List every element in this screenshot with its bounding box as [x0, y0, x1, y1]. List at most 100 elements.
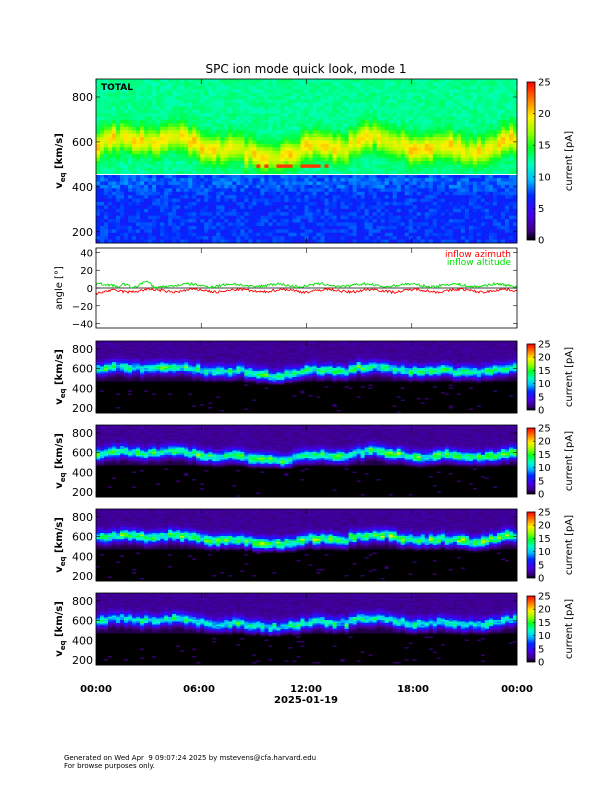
heatmap-cell	[433, 199, 437, 203]
heatmap-cell	[481, 151, 485, 155]
heatmap-cell	[292, 195, 296, 199]
heatmap-cell	[124, 168, 128, 172]
heatmap-cell	[425, 120, 429, 124]
heatmap-cell	[305, 158, 309, 162]
heatmap-cell	[361, 158, 365, 162]
heatmap-cell	[164, 82, 168, 86]
heatmap-cell	[288, 130, 292, 134]
heatmap-cell	[425, 110, 429, 114]
heatmap-cell	[333, 209, 337, 213]
heatmap-cell	[497, 141, 501, 145]
heatmap-cell	[264, 134, 268, 138]
heatmap-cell	[425, 226, 429, 230]
heatmap-cell	[292, 199, 296, 203]
heatmap-cell	[393, 130, 397, 134]
heatmap-cell	[349, 199, 353, 203]
heatmap-cell	[377, 86, 381, 90]
heatmap-cell	[288, 188, 292, 192]
heatmap-cell	[453, 82, 457, 86]
heatmap-cell	[401, 134, 405, 138]
heatmap-cell	[417, 137, 421, 141]
heatmap-cell	[152, 117, 156, 121]
heatmap-cell	[329, 141, 333, 145]
heatmap-cell	[244, 236, 248, 240]
heatmap-cell	[501, 164, 505, 168]
heatmap-cell	[100, 93, 104, 97]
heatmap-cell	[108, 219, 112, 223]
heatmap-cell	[184, 199, 188, 203]
heatmap-cell	[357, 82, 361, 86]
heatmap-cell	[377, 195, 381, 199]
heatmap-cell	[172, 113, 176, 117]
heatmap-cell	[144, 209, 148, 213]
heatmap-cell	[313, 103, 317, 107]
heatmap-cell	[309, 205, 313, 209]
heatmap-cell	[461, 199, 465, 203]
heatmap-cell	[325, 141, 329, 145]
heatmap-cell	[477, 93, 481, 97]
heatmap-cell	[256, 158, 260, 162]
heatmap-cell	[188, 219, 192, 223]
heatmap-cell	[156, 188, 160, 192]
heatmap-cell	[381, 236, 385, 240]
heatmap-cell	[361, 147, 365, 151]
heatmap-cell	[292, 137, 296, 141]
heatmap-cell	[192, 236, 196, 240]
heatmap-cell	[333, 117, 337, 121]
heatmap-cell	[505, 236, 509, 240]
heatmap-cell	[164, 127, 168, 131]
heatmap-cell	[477, 188, 481, 192]
heatmap-cell	[509, 164, 513, 168]
heatmap-cell	[184, 216, 188, 220]
heatmap-cell	[108, 205, 112, 209]
heatmap-cell	[421, 192, 425, 196]
heatmap-cell	[208, 161, 212, 165]
heatmap-cell	[417, 185, 421, 189]
heatmap-cell	[309, 141, 313, 145]
heatmap-cell	[264, 192, 268, 196]
heatmap-cell	[317, 137, 321, 141]
heatmap-cell	[264, 229, 268, 233]
heatmap-cell	[232, 209, 236, 213]
heatmap-cell	[284, 178, 288, 182]
heatmap-cell	[305, 141, 309, 145]
heatmap-cell	[144, 103, 148, 107]
heatmap-cell	[176, 103, 180, 107]
heatmap-cell	[256, 154, 260, 158]
heatmap-cell	[224, 130, 228, 134]
heatmap-cell	[341, 113, 345, 117]
heatmap-cell	[305, 178, 309, 182]
heatmap-cell	[168, 117, 172, 121]
heatmap-cell	[361, 202, 365, 206]
heatmap-cell	[104, 212, 108, 216]
heatmap-cell	[112, 236, 116, 240]
heatmap-cell	[329, 117, 333, 121]
heatmap-cell	[116, 134, 120, 138]
heatmap-cell	[445, 209, 449, 213]
heatmap-cell	[381, 205, 385, 209]
heatmap-cell	[389, 89, 393, 93]
heatmap-cell	[116, 141, 120, 145]
heatmap-cell	[260, 175, 264, 179]
heatmap-cell	[172, 82, 176, 86]
heatmap-cell	[132, 158, 136, 162]
heatmap-cell	[437, 178, 441, 182]
heatmap-cell	[393, 192, 397, 196]
heatmap-cell	[337, 93, 341, 97]
heatmap-cell	[192, 178, 196, 182]
heatmap-cell	[473, 130, 477, 134]
heatmap-cell	[501, 216, 505, 220]
heatmap-cell	[385, 199, 389, 203]
heatmap-cell	[116, 202, 120, 206]
heatmap-cell	[413, 89, 417, 93]
heatmap-cell	[501, 168, 505, 172]
heatmap-cell	[156, 151, 160, 155]
heatmap-cell	[144, 226, 148, 230]
heatmap-cell	[236, 134, 240, 138]
heatmap-cell	[208, 158, 212, 162]
heatmap-cell	[497, 226, 501, 230]
heatmap-cell	[224, 93, 228, 97]
heatmap-cell	[252, 79, 256, 83]
heatmap-cell	[465, 216, 469, 220]
heatmap-cell	[353, 212, 357, 216]
